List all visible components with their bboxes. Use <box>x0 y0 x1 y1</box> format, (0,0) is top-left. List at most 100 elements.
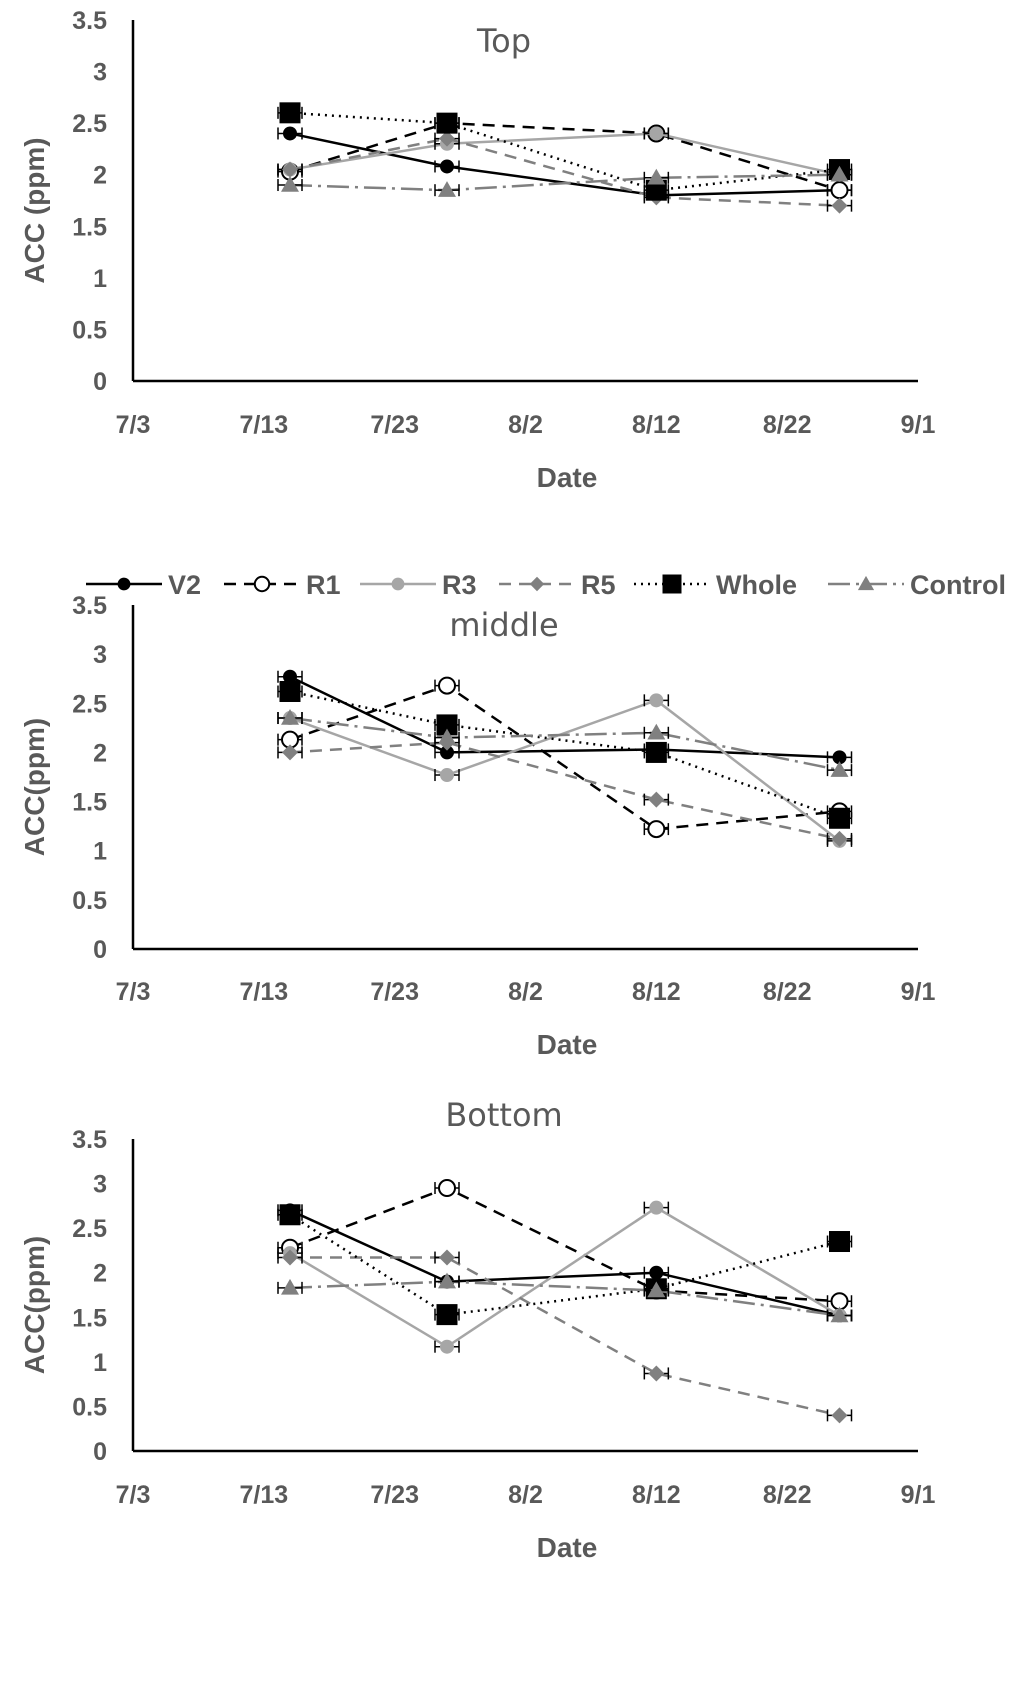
legend-entry-r3: R3 <box>360 570 477 600</box>
x-axis-title: Date <box>537 462 598 493</box>
series-line-v2 <box>289 1209 840 1317</box>
chart-panel-top: 0 0.5 1 1.5 2 2.5 3 3.5 7/3 7/13 7/23 8/2 8/12 8/22 9/… <box>19 7 935 493</box>
x-tick-label: 8/2 <box>508 1481 543 1509</box>
data-point-control <box>647 168 666 185</box>
x-tick-label: 7/23 <box>370 411 419 439</box>
data-point-control <box>281 1278 299 1295</box>
series-line-whole <box>289 1213 840 1316</box>
y-tick-label: 2 <box>93 739 107 767</box>
legend-marker-control <box>857 575 875 591</box>
data-point-control <box>281 709 299 725</box>
legend-entry-whole: Whole <box>634 570 797 600</box>
y-tick-label: 0 <box>93 936 107 964</box>
y-tick-label: 0.5 <box>72 1393 107 1421</box>
x-tick-label: 8/2 <box>508 978 543 1006</box>
y-tick-label: 3.5 <box>72 1126 107 1154</box>
series-line-r3 <box>289 698 841 842</box>
y-tick-label: 1.5 <box>72 213 107 241</box>
y-tick-label: 0 <box>93 1438 107 1466</box>
y-tick-label: 2.5 <box>72 110 107 138</box>
data-point-r5 <box>648 791 665 808</box>
data-point-r3 <box>649 1200 664 1215</box>
series-whole <box>277 102 853 201</box>
data-point-v2 <box>283 126 297 141</box>
data-point-whole <box>645 741 667 763</box>
chart-title: Bottom <box>445 1096 562 1134</box>
x-tick-label: 8/12 <box>632 1481 681 1509</box>
data-point-whole <box>829 807 850 829</box>
data-point-whole <box>436 112 458 134</box>
data-point-control <box>438 728 456 745</box>
data-point-r5 <box>831 1407 848 1424</box>
x-tick-label: 7/3 <box>116 978 151 1006</box>
series-line-r5 <box>290 1256 840 1417</box>
x-tick-label: 8/12 <box>632 978 681 1006</box>
series-line-v2 <box>289 132 840 197</box>
data-point-whole <box>279 102 301 124</box>
series-r1 <box>277 676 853 839</box>
chart-title: middle <box>449 606 558 644</box>
y-tick-label: 3.5 <box>72 7 107 35</box>
data-point-control <box>438 181 456 197</box>
series-line-r3 <box>289 132 840 176</box>
data-point-r1 <box>438 676 456 695</box>
data-point-r3 <box>649 126 664 141</box>
y-tick-label: 1.5 <box>72 789 107 817</box>
data-point-r5 <box>282 161 298 178</box>
y-tick-label: 3 <box>93 1171 107 1199</box>
x-tick-label: 9/1 <box>901 1481 936 1509</box>
series-line-r1 <box>289 1186 840 1303</box>
legend-label-r3: R3 <box>442 570 477 600</box>
data-point-r3 <box>649 693 664 708</box>
series-line-r1 <box>289 121 840 192</box>
y-axis-title: ACC (ppm) <box>19 137 50 283</box>
y-tick-label: 2 <box>93 1260 107 1288</box>
data-point-r5 <box>439 130 455 147</box>
data-point-r5 <box>831 197 848 214</box>
data-point-v2 <box>440 159 454 174</box>
x-tick-label: 7/3 <box>116 411 151 439</box>
y-tick-label: 1 <box>93 265 107 293</box>
x-axis-title: Date <box>537 1532 598 1563</box>
legend-marker-r1 <box>253 575 271 593</box>
data-point-whole <box>279 1204 301 1226</box>
series-v2 <box>277 669 853 765</box>
data-point-v2 <box>649 1265 664 1280</box>
series-line-control <box>289 173 840 192</box>
data-point-whole <box>279 680 301 702</box>
series-line-r5 <box>289 137 840 207</box>
legend-label-r5: R5 <box>581 570 616 600</box>
legend-marker-v2 <box>117 577 131 591</box>
y-tick-label: 0.5 <box>72 887 107 915</box>
data-point-r1 <box>830 181 849 200</box>
data-point-whole <box>829 1231 850 1253</box>
x-tick-label: 7/3 <box>116 1481 151 1509</box>
legend-entry-control: Control <box>828 570 1006 600</box>
series-r5 <box>277 1249 853 1424</box>
x-tick-label: 9/1 <box>901 978 936 1006</box>
x-tick-label: 7/13 <box>239 411 288 439</box>
series-control <box>277 1272 853 1323</box>
data-point-r1 <box>647 820 666 839</box>
chart-panel-bottom: 0 0.5 1 1.5 2 2.5 3 3.5 7/3 7/13 7/23 8/2 8/12 8/22 9/… <box>19 1096 935 1563</box>
x-tick-label: 8/22 <box>763 1481 812 1509</box>
legend-label-control: Control <box>910 570 1006 600</box>
series-line-whole <box>289 111 840 192</box>
data-point-r1 <box>438 1179 456 1198</box>
legend-label-v2: V2 <box>168 570 201 600</box>
legend-entry-r1: R1 <box>224 570 341 600</box>
y-tick-label: 1.5 <box>72 1304 107 1332</box>
legend-label-r1: R1 <box>306 570 341 600</box>
series-line-r5 <box>289 741 840 841</box>
series-whole <box>277 1204 853 1326</box>
y-tick-label: 2.5 <box>72 1215 107 1243</box>
series-line-whole <box>289 690 840 820</box>
legend-marker-r3 <box>391 577 405 591</box>
data-point-r3 <box>440 1339 454 1354</box>
x-tick-label: 7/23 <box>370 1481 419 1509</box>
series-whole <box>277 680 853 829</box>
data-point-v2 <box>283 669 297 684</box>
data-point-control <box>830 165 849 182</box>
x-tick-label: 8/12 <box>632 411 681 439</box>
